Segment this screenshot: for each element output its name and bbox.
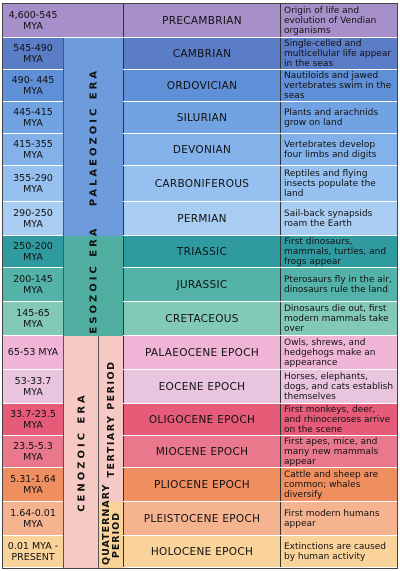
time-range: 445-415 MYA — [13, 106, 53, 129]
event-description: First modern humans appear — [284, 508, 380, 529]
event-description: First dinosaurs, mammals, turtles, and f… — [284, 236, 387, 267]
period-band: TERTIARY PERIOD — [98, 336, 123, 502]
time-range: 53-33.7 MYA — [14, 375, 52, 398]
era-label: PALAEOZOIC ERA — [88, 67, 100, 207]
event-description: Vertebrates develop four limbs and digit… — [284, 139, 377, 160]
period-name: PRECAMBRIAN — [123, 4, 281, 37]
period-name: DEVONIAN — [123, 134, 281, 165]
timeline-row: 490- 445 MYA ORDOVICIAN Nautiloids and jaw… — [3, 70, 397, 102]
period-name: PLIOCENE EPOCH — [123, 468, 281, 501]
event-description: Extinctions are caused by human activity — [284, 541, 387, 562]
time-range: 250-200 MYA — [13, 240, 53, 263]
period-label: QUATERNARY PERIOD — [100, 483, 122, 565]
time-range: 290-250 MYA — [13, 207, 53, 230]
geologic-timescale: 4,600-545 MYA PRECAMBRIAN Origin of life a… — [2, 3, 398, 569]
time-range: 65-53 MYA — [7, 347, 59, 358]
event-description: Origin of life and evolution of Vendian … — [284, 5, 377, 36]
period-name: PLEISTOCENE EPOCH — [123, 502, 281, 535]
time-range: 355-290 MYA — [13, 172, 53, 195]
period-name: MIOCENE EPOCH — [123, 436, 281, 467]
time-range: 415-355 MYA — [13, 138, 53, 161]
time-range: 0.01 MYA -PRESENT — [7, 540, 59, 563]
event-description: Dinosaurs die out, first modern mammals … — [284, 303, 389, 334]
period-name: HOLOCENE EPOCH — [123, 536, 281, 567]
timeline-row: 4,600-545 MYA PRECAMBRIAN Origin of life a… — [3, 4, 397, 38]
event-description: First apes, mice, and many new mammals a… — [284, 436, 379, 467]
era-band: MESOZOIC ERA — [63, 225, 123, 347]
event-description: Single-celled and multicellular life app… — [284, 38, 392, 69]
period-name: OLIGOCENE EPOCH — [123, 404, 281, 435]
era-label: CENOZOIC ERA — [76, 392, 87, 512]
period-name: JURASSIC — [123, 268, 281, 301]
era-band: PALAEOZOIC ERA — [63, 38, 123, 236]
period-name: PALAEOCENE EPOCH — [123, 336, 281, 369]
time-range: 33.7-23.5 MYA — [10, 408, 56, 431]
period-name: CRETACEOUS — [123, 302, 281, 335]
time-range: 145-65 MYA — [16, 307, 50, 330]
time-range: 23.5-5.3 MYA — [13, 440, 53, 463]
period-name: PERMIAN — [123, 202, 281, 235]
time-range: 4,600-545 MYA — [8, 9, 58, 32]
era-label: MESOZOIC ERA — [88, 225, 100, 347]
period-label: TERTIARY PERIOD — [105, 360, 117, 478]
event-description: Pterosaurs fly in the air, dinosaurs rul… — [284, 274, 392, 295]
event-description: Reptiles and flying insects populate the… — [284, 168, 376, 199]
time-range: 200-145 MYA — [13, 273, 53, 296]
event-description: Plants and arachnids grow on land — [284, 107, 379, 128]
time-range: 545-490 MYA — [13, 42, 53, 65]
period-name: TRIASSIC — [123, 236, 281, 267]
event-description: Sail-back synapsids roam the Earth — [284, 208, 373, 229]
time-range: 5.31-1.64 MYA — [10, 473, 56, 496]
era-band: CENOZOIC ERA — [63, 336, 98, 568]
time-range: 1.64-0.01 MYA — [10, 507, 56, 530]
event-description: Cattle and sheep are common; whales dive… — [284, 469, 379, 500]
period-name: CAMBRIAN — [123, 38, 281, 69]
event-description: First monkeys, deer, and rhinoceroses ar… — [284, 404, 391, 435]
period-name: SILURIAN — [123, 102, 281, 133]
event-description: Horses, elephants, dogs, and cats establ… — [284, 371, 394, 402]
period-name: EOCENE EPOCH — [123, 370, 281, 403]
event-description: Owls, shrews, and hedgehogs make an appe… — [284, 337, 376, 368]
time-range: 490- 445 MYA — [11, 74, 55, 97]
period-band: QUATERNARY PERIOD — [98, 483, 123, 568]
event-description: Nautiloids and jawed vertebrates swim in… — [284, 70, 392, 101]
period-name: CARBONIFEROUS — [123, 166, 281, 201]
period-name: ORDOVICIAN — [123, 70, 281, 101]
